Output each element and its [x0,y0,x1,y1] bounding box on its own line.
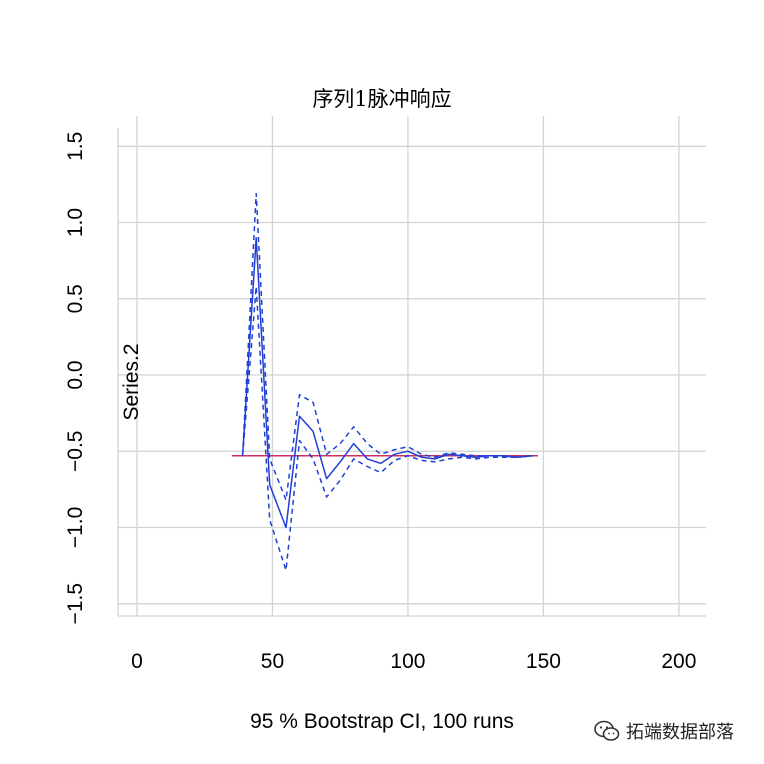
x-tick-label-4: 200 [661,650,696,673]
axes [117,128,706,617]
watermark: 拓端数据部落 [594,718,734,744]
grid [118,116,706,616]
chart-title: 序列1脉冲响应 [312,87,451,111]
wechat-icon [594,720,620,741]
y-tick-label-2: −0.5 [64,431,87,472]
series-line-estimate [241,237,533,529]
series-lines [231,192,538,571]
x-tick-label-0: 0 [131,650,143,673]
x-tick-label-3: 150 [526,650,561,673]
y-tick-label-5: 1.0 [64,208,87,237]
y-tick-label-1: −1.0 [64,507,87,548]
x-tick-label-1: 50 [261,650,284,673]
series-line-upper [241,192,533,501]
watermark-text: 拓端数据部落 [626,722,734,743]
y-tick-label-0: −1.5 [64,583,87,624]
y-tick-label-3: 0.0 [64,360,87,389]
y-tick-label-6: 1.5 [64,132,87,161]
tick-labels: 0 50 100 150 200 −1.5 −1.0 −0.5 0.0 0.5 1.0 1.5 [64,132,696,673]
y-axis-label: Series.2 [120,343,143,420]
x-axis-label: 95 % Bootstrap CI, 100 runs [250,710,514,733]
x-tick-label-2: 100 [390,650,425,673]
y-tick-label-4: 0.5 [64,284,87,313]
